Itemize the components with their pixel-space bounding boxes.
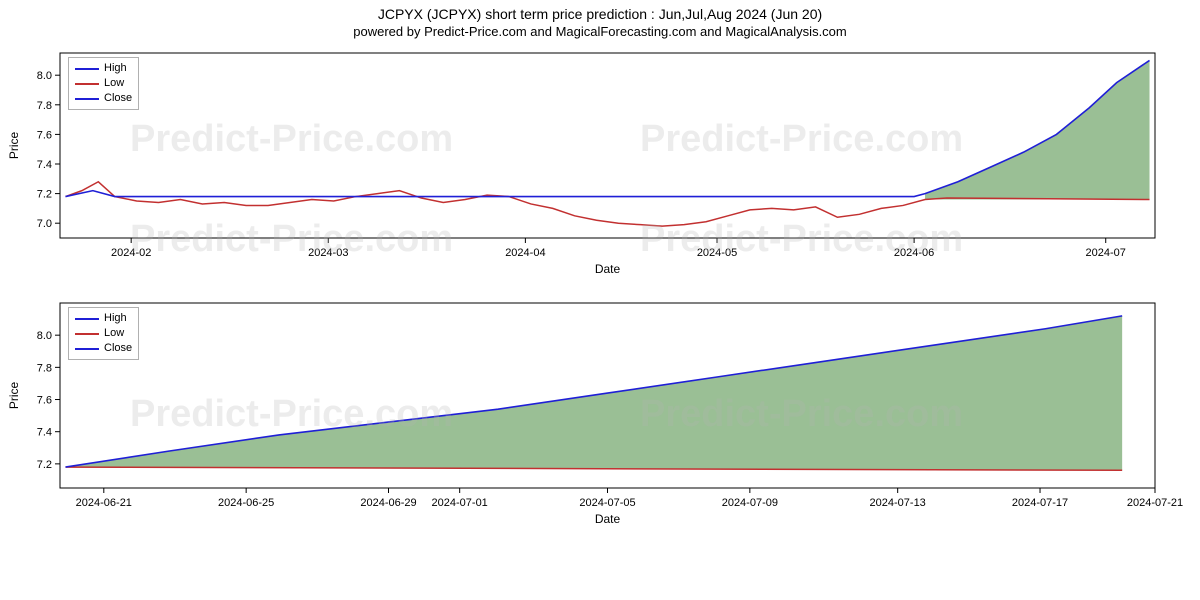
svg-text:7.4: 7.4 [37, 427, 52, 439]
svg-text:2024-07-09: 2024-07-09 [722, 497, 778, 509]
chart-title: JCPYX (JCPYX) short term price predictio… [0, 0, 1200, 22]
svg-text:Date: Date [595, 262, 621, 276]
svg-text:2024-02: 2024-02 [111, 247, 151, 259]
legend-swatch-low-2 [75, 333, 99, 335]
legend-item-close: Close [75, 91, 132, 106]
chart-subtitle: powered by Predict-Price.com and Magical… [0, 22, 1200, 43]
legend-swatch-close [75, 98, 99, 100]
legend-box-2: High Low Close [68, 307, 139, 360]
svg-text:2024-07-17: 2024-07-17 [1012, 497, 1068, 509]
svg-text:8.0: 8.0 [37, 330, 52, 342]
svg-text:2024-07-05: 2024-07-05 [579, 497, 635, 509]
svg-text:7.6: 7.6 [37, 395, 52, 407]
legend-item-low: Low [75, 76, 132, 91]
svg-text:7.6: 7.6 [37, 129, 52, 141]
legend-swatch-high [75, 68, 99, 70]
legend-label-low-2: Low [104, 326, 124, 341]
svg-text:2024-06: 2024-06 [894, 247, 934, 259]
svg-text:2024-07: 2024-07 [1086, 247, 1126, 259]
legend-label-close-2: Close [104, 341, 132, 356]
legend-label-high-2: High [104, 311, 127, 326]
legend-item-high-2: High [75, 311, 132, 326]
svg-text:2024-07-21: 2024-07-21 [1127, 497, 1183, 509]
legend-box-1: High Low Close [68, 57, 139, 110]
svg-text:Date: Date [595, 512, 621, 526]
svg-text:2024-06-21: 2024-06-21 [76, 497, 132, 509]
svg-text:2024-04: 2024-04 [505, 247, 545, 259]
svg-text:2024-05: 2024-05 [697, 247, 737, 259]
chart-1: 7.0 7.2 7.4 7.6 7.8 8.0 2024-02 2024-03 2024-04 2… [0, 43, 1200, 293]
legend-label-low: Low [104, 76, 124, 91]
svg-text:Price: Price [7, 382, 21, 410]
svg-text:7.4: 7.4 [37, 159, 52, 171]
legend-item-high: High [75, 61, 132, 76]
svg-text:2024-03: 2024-03 [308, 247, 348, 259]
legend-swatch-close-2 [75, 348, 99, 350]
legend-swatch-low [75, 83, 99, 85]
svg-text:2024-06-29: 2024-06-29 [360, 497, 416, 509]
legend-item-close-2: Close [75, 341, 132, 356]
svg-text:2024-06-25: 2024-06-25 [218, 497, 274, 509]
svg-text:7.2: 7.2 [37, 189, 52, 201]
svg-text:7.8: 7.8 [37, 362, 52, 374]
chart-1-wrapper: 7.0 7.2 7.4 7.6 7.8 8.0 2024-02 2024-03 2024-04 2… [0, 43, 1200, 293]
chart-2-wrapper: 7.2 7.4 7.6 7.8 8.0 2024-06-21 2024-06-25 2024-… [0, 293, 1200, 543]
legend-label-close: Close [104, 91, 132, 106]
svg-text:8.0: 8.0 [37, 70, 52, 82]
svg-text:2024-07-01: 2024-07-01 [432, 497, 488, 509]
legend-swatch-high-2 [75, 318, 99, 320]
legend-item-low-2: Low [75, 326, 132, 341]
chart-2: 7.2 7.4 7.6 7.8 8.0 2024-06-21 2024-06-25 2024-… [0, 293, 1200, 543]
svg-text:7.2: 7.2 [37, 459, 52, 471]
svg-text:7.8: 7.8 [37, 100, 52, 112]
svg-text:7.0: 7.0 [37, 218, 52, 230]
svg-text:Price: Price [7, 132, 21, 160]
svg-text:2024-07-13: 2024-07-13 [870, 497, 926, 509]
legend-label-high: High [104, 61, 127, 76]
